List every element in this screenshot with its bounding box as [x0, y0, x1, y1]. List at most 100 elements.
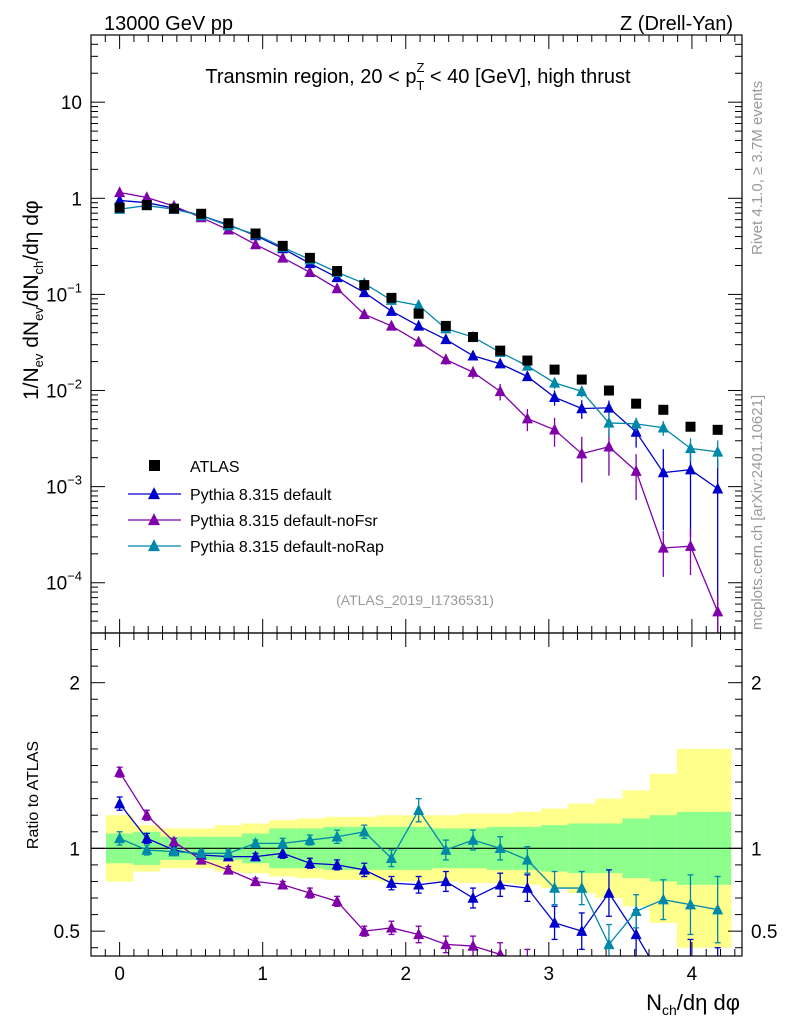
ratio-y-tick-label: 2 [69, 674, 80, 695]
y-tick-label: 10−1 [46, 280, 82, 306]
atlas-data-point [359, 280, 370, 291]
ratio-marker [277, 847, 289, 859]
main-marker [603, 416, 615, 428]
ratio-marker [576, 975, 587, 986]
ratio-marker [304, 833, 316, 845]
ratio-marker [413, 928, 425, 940]
main-marker [603, 401, 615, 413]
ratio-marker [712, 903, 724, 915]
x-tick-label: 2 [400, 964, 411, 985]
main-marker [494, 385, 506, 397]
main-marker [630, 425, 642, 437]
atlas-data-point [250, 228, 261, 239]
x-axis-label: Nch/dη dφ [646, 990, 740, 1018]
main-marker [385, 304, 397, 316]
ratio-marker [576, 881, 588, 893]
atlas-data-point [522, 355, 533, 366]
main-marker [549, 423, 561, 435]
ratio-marker [467, 891, 479, 903]
ratio-marker [657, 893, 669, 905]
legend-marker [148, 487, 160, 500]
atlas-data-point [223, 218, 234, 229]
x-tick-label: 0 [114, 964, 125, 985]
main-marker [576, 385, 588, 397]
ratio-marker [358, 825, 370, 837]
main-marker [712, 482, 724, 494]
main-marker [413, 299, 425, 311]
ratio-marker [494, 878, 506, 890]
y-tick-label: 1 [71, 189, 82, 210]
ratio-plot-frame [90, 632, 743, 957]
ratio-marker [712, 975, 723, 986]
main-plot-panel: 10 1 10−1 10−2 10−3 10−4 [46, 34, 743, 634]
legend-label: Pythia 8.315 default-noFsr [190, 513, 378, 530]
legend: ATLAS Pythia 8.315 default Pythia 8.315 de… [128, 459, 384, 556]
ratio-plot-panel: 0.5 0.5 1 1 2 2 0 1 2 3 4 [54, 632, 777, 986]
ratio-y-tick-label: 0.5 [54, 922, 80, 943]
ratio-marker [658, 975, 669, 986]
ratio-marker [467, 939, 479, 951]
legend-label: ATLAS [190, 459, 240, 476]
main-marker [630, 464, 642, 476]
main-marker [250, 238, 262, 250]
y-tick-label: 10 [61, 93, 82, 114]
ratio-y-axis-label: Ratio to ATLAS [25, 741, 42, 849]
ratio-marker [630, 928, 642, 940]
ratio-marker [195, 847, 207, 859]
main-marker [358, 286, 370, 298]
ratio-marker [331, 858, 343, 870]
main-marker [657, 541, 669, 553]
ratio-marker [385, 921, 397, 933]
legend-marker [148, 513, 160, 526]
ratio-marker [603, 886, 615, 898]
main-marker [521, 370, 533, 382]
atlas-data-point [440, 320, 451, 331]
atlas-data-point [413, 308, 424, 319]
atlas-data-point [114, 202, 125, 213]
legend-label: Pythia 8.315 default [190, 487, 332, 504]
atlas-data-point [304, 252, 315, 263]
ratio-marker [385, 852, 397, 863]
main-marker [657, 466, 669, 478]
atlas-data-point [549, 364, 560, 375]
ratio-marker [331, 895, 343, 907]
main-marker [684, 463, 696, 475]
ratio-marker [413, 878, 425, 890]
atlas-data-point [712, 424, 723, 435]
ratio-marker [141, 832, 153, 844]
ratio-marker [358, 863, 370, 875]
y-tick-label: 10−2 [46, 377, 82, 403]
legend-marker-atlas [149, 460, 160, 471]
atlas-data-point [576, 374, 587, 385]
ratio-marker [195, 853, 207, 865]
ratio-marker [250, 850, 262, 862]
main-marker [576, 447, 588, 459]
ratio-marker [304, 856, 316, 868]
rivet-version-label: Rivet 4.1.0, ≥ 3.7M events [749, 81, 766, 255]
ratio-marker [440, 875, 452, 887]
y-tick-label: 10−4 [46, 569, 82, 595]
mcplots-label: mcplots.cern.ch [arXiv:2401.10621] [749, 395, 766, 630]
main-marker [603, 440, 615, 452]
main-marker [385, 319, 397, 331]
ratio-marker [114, 797, 126, 809]
main-marker [549, 376, 561, 388]
main-marker [494, 357, 506, 369]
ratio-marker [250, 837, 262, 849]
main-marker [684, 442, 696, 454]
ratio-marker [603, 975, 614, 986]
main-marker [277, 251, 289, 263]
x-tick-label: 3 [544, 964, 555, 985]
atlas-data-point [168, 203, 179, 214]
main-marker [358, 308, 370, 320]
ratio-marker [331, 830, 343, 842]
atlas-data-point [196, 208, 207, 219]
ratio-marker [385, 876, 397, 888]
main-marker [712, 445, 724, 457]
ratio-marker [440, 938, 452, 950]
ratio-marker [141, 843, 153, 855]
ratio-marker [549, 916, 561, 928]
ratio-marker [521, 881, 533, 893]
ratio-marker [168, 835, 180, 847]
